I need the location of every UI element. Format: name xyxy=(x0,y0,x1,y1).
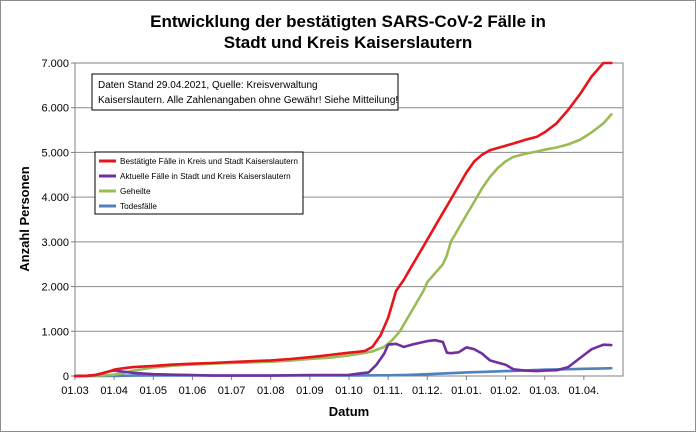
y-tick-label: 7.000 xyxy=(41,58,69,70)
annotation-line2: Kaiserslautern. Alle Zahlenangaben ohne … xyxy=(98,95,398,106)
y-tick-label: 5.000 xyxy=(41,147,69,159)
y-tick-label: 1.000 xyxy=(41,326,69,338)
x-tick-label: 01.04 xyxy=(100,385,128,397)
chart-title-line1: Entwicklung der bestätigten SARS-CoV-2 F… xyxy=(150,12,546,31)
x-axis-ticks: 01.03 01.04 01.05 01.06 01.07 01.08 01.09 01.10… xyxy=(61,376,599,397)
legend-entry: Bestätigte Fälle in Kreis und Stadt Kais… xyxy=(120,157,298,166)
x-tick-label: 01.12. xyxy=(412,385,443,397)
series-line-1 xyxy=(73,338,613,378)
x-tick-label: 01.09 xyxy=(296,385,324,397)
x-tick-label: 01.02. xyxy=(490,385,521,397)
annotation-line1: Daten Stand 29.04.2021, Quelle: Kreisver… xyxy=(98,80,318,91)
x-tick-label: 01.07 xyxy=(218,385,246,397)
legend-entry: Todesfälle xyxy=(120,202,157,211)
y-tick-label: 0 xyxy=(63,371,69,383)
x-tick-label: 01.10 xyxy=(335,385,363,397)
plot-area xyxy=(74,62,624,377)
series-line-0 xyxy=(73,61,613,378)
x-axis-label: Datum xyxy=(329,404,369,419)
chart-title-line2: Stadt und Kreis Kaiserslautern xyxy=(223,33,473,52)
y-tick-label: 2.000 xyxy=(41,282,69,294)
y-tick-label: 3.000 xyxy=(41,237,69,249)
legend-entry: Geheilte xyxy=(120,187,151,196)
y-axis-label: Anzahl Personen xyxy=(17,166,32,272)
legend-entry: Aktuelle Fälle in Stadt und Kreis Kaiser… xyxy=(120,172,291,181)
x-tick-label: 01.05 xyxy=(140,385,168,397)
x-tick-label: 01.03 xyxy=(61,385,89,397)
x-tick-label: 01.04. xyxy=(569,385,600,397)
y-tick-label: 6.000 xyxy=(41,103,69,115)
x-tick-label: 01.03. xyxy=(529,385,560,397)
y-tick-label: 4.000 xyxy=(41,192,69,204)
legend: Bestätigte Fälle in Kreis und Stadt Kais… xyxy=(94,151,304,215)
series-lines xyxy=(73,61,613,378)
x-tick-label: 01.08 xyxy=(257,385,285,397)
y-axis-ticks: 0 1.000 2.000 3.000 4.000 5.000 6.000 7.000 xyxy=(41,58,75,383)
x-tick-label: 01.11. xyxy=(373,385,403,397)
annotation-box: Daten Stand 29.04.2021, Quelle: Kreisver… xyxy=(91,73,399,111)
x-tick-label: 01.06 xyxy=(179,385,207,397)
x-tick-label: 01.01. xyxy=(451,385,482,397)
